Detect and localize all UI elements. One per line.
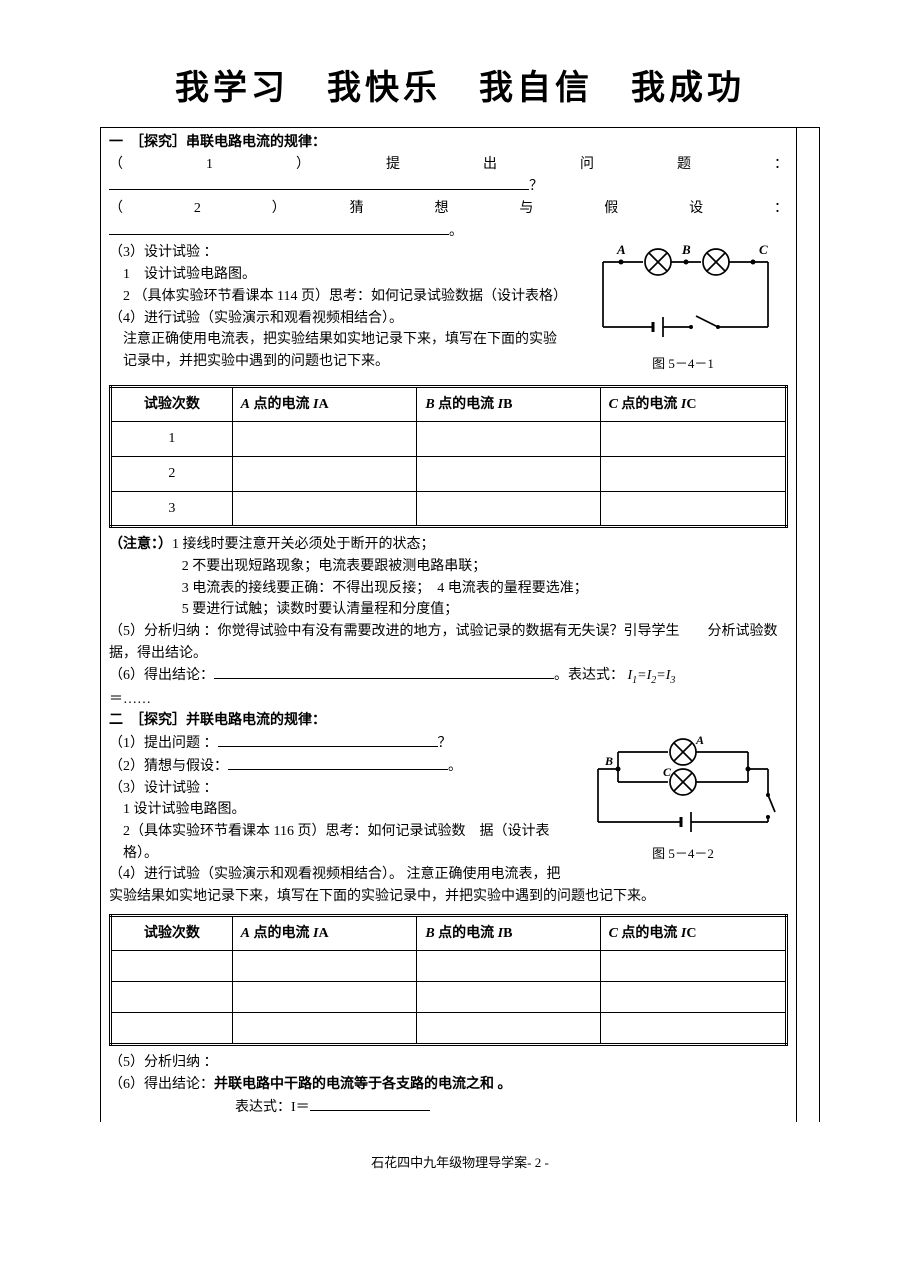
- note2: 2 不要出现短路现象；电流表要跟被测电路串联；: [109, 556, 788, 578]
- parallel-circuit-icon: A B C: [583, 732, 783, 842]
- hdr-ib: B 点的电流 IB: [417, 386, 600, 422]
- s1-s6-cont: ＝……: [109, 689, 788, 711]
- s2-s5: （5）分析归纳 ：: [109, 1052, 788, 1074]
- svg-text:B: B: [604, 754, 613, 768]
- page-footer: 石花四中九年级物理导学案- 2 -: [100, 1152, 820, 1171]
- s2-s6-expr: 表达式：I＝: [109, 1096, 788, 1119]
- svg-text:C: C: [663, 765, 672, 779]
- table-row: 2: [111, 456, 787, 491]
- hdr-ic2: C 点的电流 IC: [600, 915, 786, 951]
- figure-5-4-1: A B C 图 5－4－1: [578, 242, 788, 374]
- hdr-ib2: B 点的电流 IB: [417, 915, 600, 951]
- section1-title: 一 ［探究］串联电路电流的规律：: [109, 132, 788, 154]
- note4: 5 要进行试触；读数时要认清量程和分度值；: [109, 599, 788, 621]
- notes-block: （注意：）1 接线时要注意开关必须处于断开的状态；: [109, 534, 788, 556]
- side-margin-column: [796, 128, 819, 1122]
- svg-text:A: A: [695, 733, 704, 747]
- s1-s5: （5）分析归纳 ：你觉得试验中有没有需要改进的地方，试验记录的数据有无失误？引导…: [109, 621, 788, 664]
- s1-s6: （6）得出结论：。表达式： I1=I2=I3: [109, 664, 788, 688]
- s1-q2-line: （ 2 ） 猜 想 与 假 设 ：: [109, 198, 788, 220]
- content-frame: 一 ［探究］串联电路电流的规律： （ 1 ） 提 出 问 题 ： ？ （ 2 ）…: [100, 127, 820, 1122]
- svg-text:B: B: [681, 242, 691, 257]
- parallel-data-table: 试验次数 A 点的电流 IA B 点的电流 IB C 点的电流 IC: [109, 914, 788, 1047]
- svg-text:C: C: [759, 242, 768, 257]
- hdr-count: 试验次数: [111, 386, 233, 422]
- hdr-count2: 试验次数: [111, 915, 233, 951]
- hdr-ia2: A 点的电流 IA: [232, 915, 417, 951]
- page-banner: 我学习 我快乐 我自信 我成功: [100, 60, 820, 109]
- note3: 3 电流表的接线要正确：不得出现反接； 4 电流表的量程要选准；: [109, 578, 788, 600]
- table-row: [111, 1013, 787, 1045]
- s2-s4: （4）进行试验（实验演示和观看视频相结合）。 注意正确使用电流表，把实验结果如实…: [109, 864, 788, 907]
- series-circuit-icon: A B C: [583, 242, 783, 352]
- hdr-ic: C 点的电流 IC: [600, 386, 786, 422]
- table-row: [111, 982, 787, 1013]
- table-header-row: 试验次数 A 点的电流 IA B 点的电流 IB C 点的电流 IC: [111, 386, 787, 422]
- s1-q1-line: （ 1 ） 提 出 问 题 ：: [109, 154, 788, 176]
- figure-5-4-2: A B C 图 5－4－2: [578, 732, 788, 864]
- svg-text:A: A: [616, 242, 626, 257]
- fig1-label: 图 5－4－1: [652, 356, 714, 371]
- table-header-row: 试验次数 A 点的电流 IA B 点的电流 IB C 点的电流 IC: [111, 915, 787, 951]
- s1-q1-blank: ？: [109, 175, 788, 198]
- table-row: 3: [111, 491, 787, 527]
- series-data-table: 试验次数 A 点的电流 IA B 点的电流 IB C 点的电流 IC 1 2 3: [109, 385, 788, 529]
- section2-title: 二 ［探究］并联电路电流的规律：: [109, 710, 788, 732]
- table-row: [111, 951, 787, 982]
- hdr-ia: A 点的电流 IA: [232, 386, 417, 422]
- s1-q2-blank: 。: [109, 220, 788, 243]
- table-row: 1: [111, 422, 787, 457]
- s2-s6: （6）得出结论：并联电路中干路的电流等于各支路的电流之和 。: [109, 1074, 788, 1096]
- fig2-label: 图 5－4－2: [652, 846, 714, 861]
